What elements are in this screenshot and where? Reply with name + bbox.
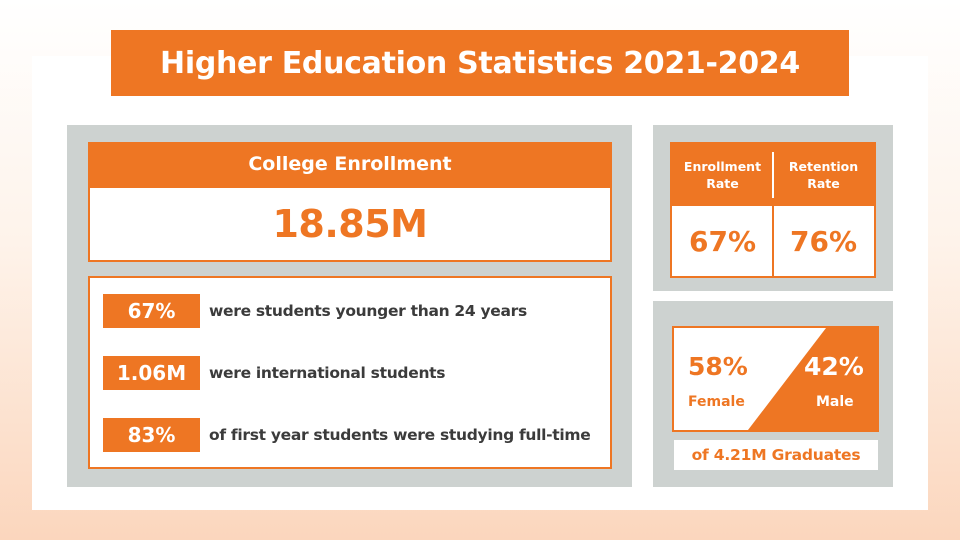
enrollment-rate-label-line: Rate [706, 176, 739, 191]
male-label: Male [816, 394, 854, 410]
title-banner: Higher Education Statistics 2021-2024 [111, 30, 849, 96]
enrollment-rate-value: 67% [688, 224, 757, 258]
enrollment-rate-label-line: Enrollment [683, 159, 762, 174]
enrollment-header: College Enrollment [88, 142, 612, 186]
fact-badge: 1.06M [103, 356, 200, 390]
gender-split-box: 58% Female 42% Male [672, 326, 879, 432]
enrollment-value: 18.85M [272, 202, 428, 246]
male-percent: 42% [804, 352, 864, 381]
gender-split-graphic [748, 328, 877, 430]
enrollment-rate-label: Enrollment Rate [672, 144, 773, 206]
retention-rate-value: 76% [789, 224, 858, 258]
fact-text: of first year students were studying ful… [209, 426, 591, 444]
female-label: Female [688, 394, 745, 410]
female-percent: 58% [688, 352, 748, 381]
rates-card: Enrollment Rate Retention Rate 67% 76% [670, 142, 876, 278]
male-share-shape [748, 328, 877, 430]
retention-rate-label: Retention Rate [773, 144, 874, 206]
fact-text: were international students [209, 364, 446, 382]
page-title: Higher Education Statistics 2021-2024 [160, 45, 800, 81]
fact-value: 1.06M [116, 361, 187, 385]
fact-badge: 83% [103, 418, 200, 452]
fact-value: 67% [127, 299, 176, 323]
enrollment-header-label: College Enrollment [248, 153, 452, 175]
graduates-caption: of 4.21M Graduates [691, 446, 861, 464]
fact-text: were students younger than 24 years [209, 302, 527, 320]
fact-badge: 67% [103, 294, 200, 328]
fact-value: 83% [127, 423, 176, 447]
retention-rate-label-line: Retention [788, 159, 859, 174]
retention-rate-label-line: Rate [807, 176, 840, 191]
rates-divider [772, 206, 774, 276]
rates-divider [772, 152, 774, 198]
graduates-caption-box: of 4.21M Graduates [674, 440, 878, 470]
enrollment-value-box: 18.85M [88, 186, 612, 262]
